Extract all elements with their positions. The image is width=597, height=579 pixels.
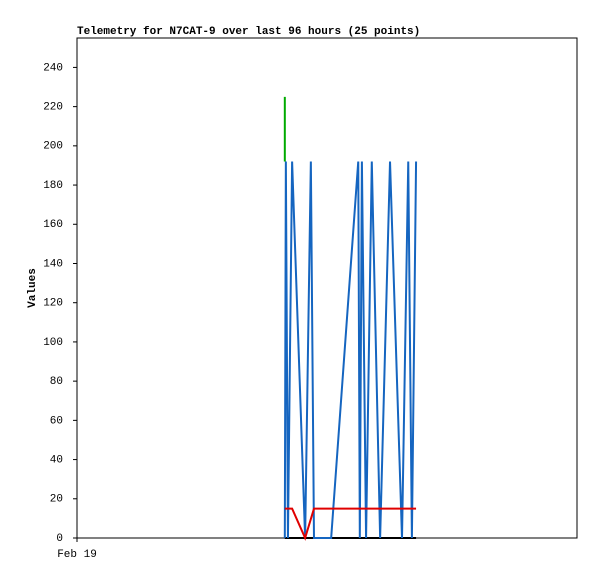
y-axis-label: Values <box>27 268 39 308</box>
x-tick-label: Feb 19 <box>57 549 97 561</box>
y-tick-label: 140 <box>43 258 63 270</box>
y-tick-label: 160 <box>43 219 63 231</box>
y-tick-label: 40 <box>50 454 63 466</box>
chart-title: Telemetry for N7CAT-9 over last 96 hours… <box>77 26 420 38</box>
y-tick-label: 120 <box>43 298 63 310</box>
y-tick-label: 0 <box>56 533 63 545</box>
data-line <box>283 161 418 539</box>
y-tick-label: 220 <box>43 102 63 114</box>
y-tick-label: 80 <box>50 376 63 388</box>
y-tick-label: 100 <box>43 337 63 349</box>
y-tick-label: 240 <box>43 62 63 74</box>
y-tick-label: 60 <box>50 415 63 427</box>
data-line <box>284 507 417 541</box>
y-tick-label: 20 <box>50 494 63 506</box>
y-tick-label: 200 <box>43 141 63 153</box>
y-tick-label: 180 <box>43 180 63 192</box>
